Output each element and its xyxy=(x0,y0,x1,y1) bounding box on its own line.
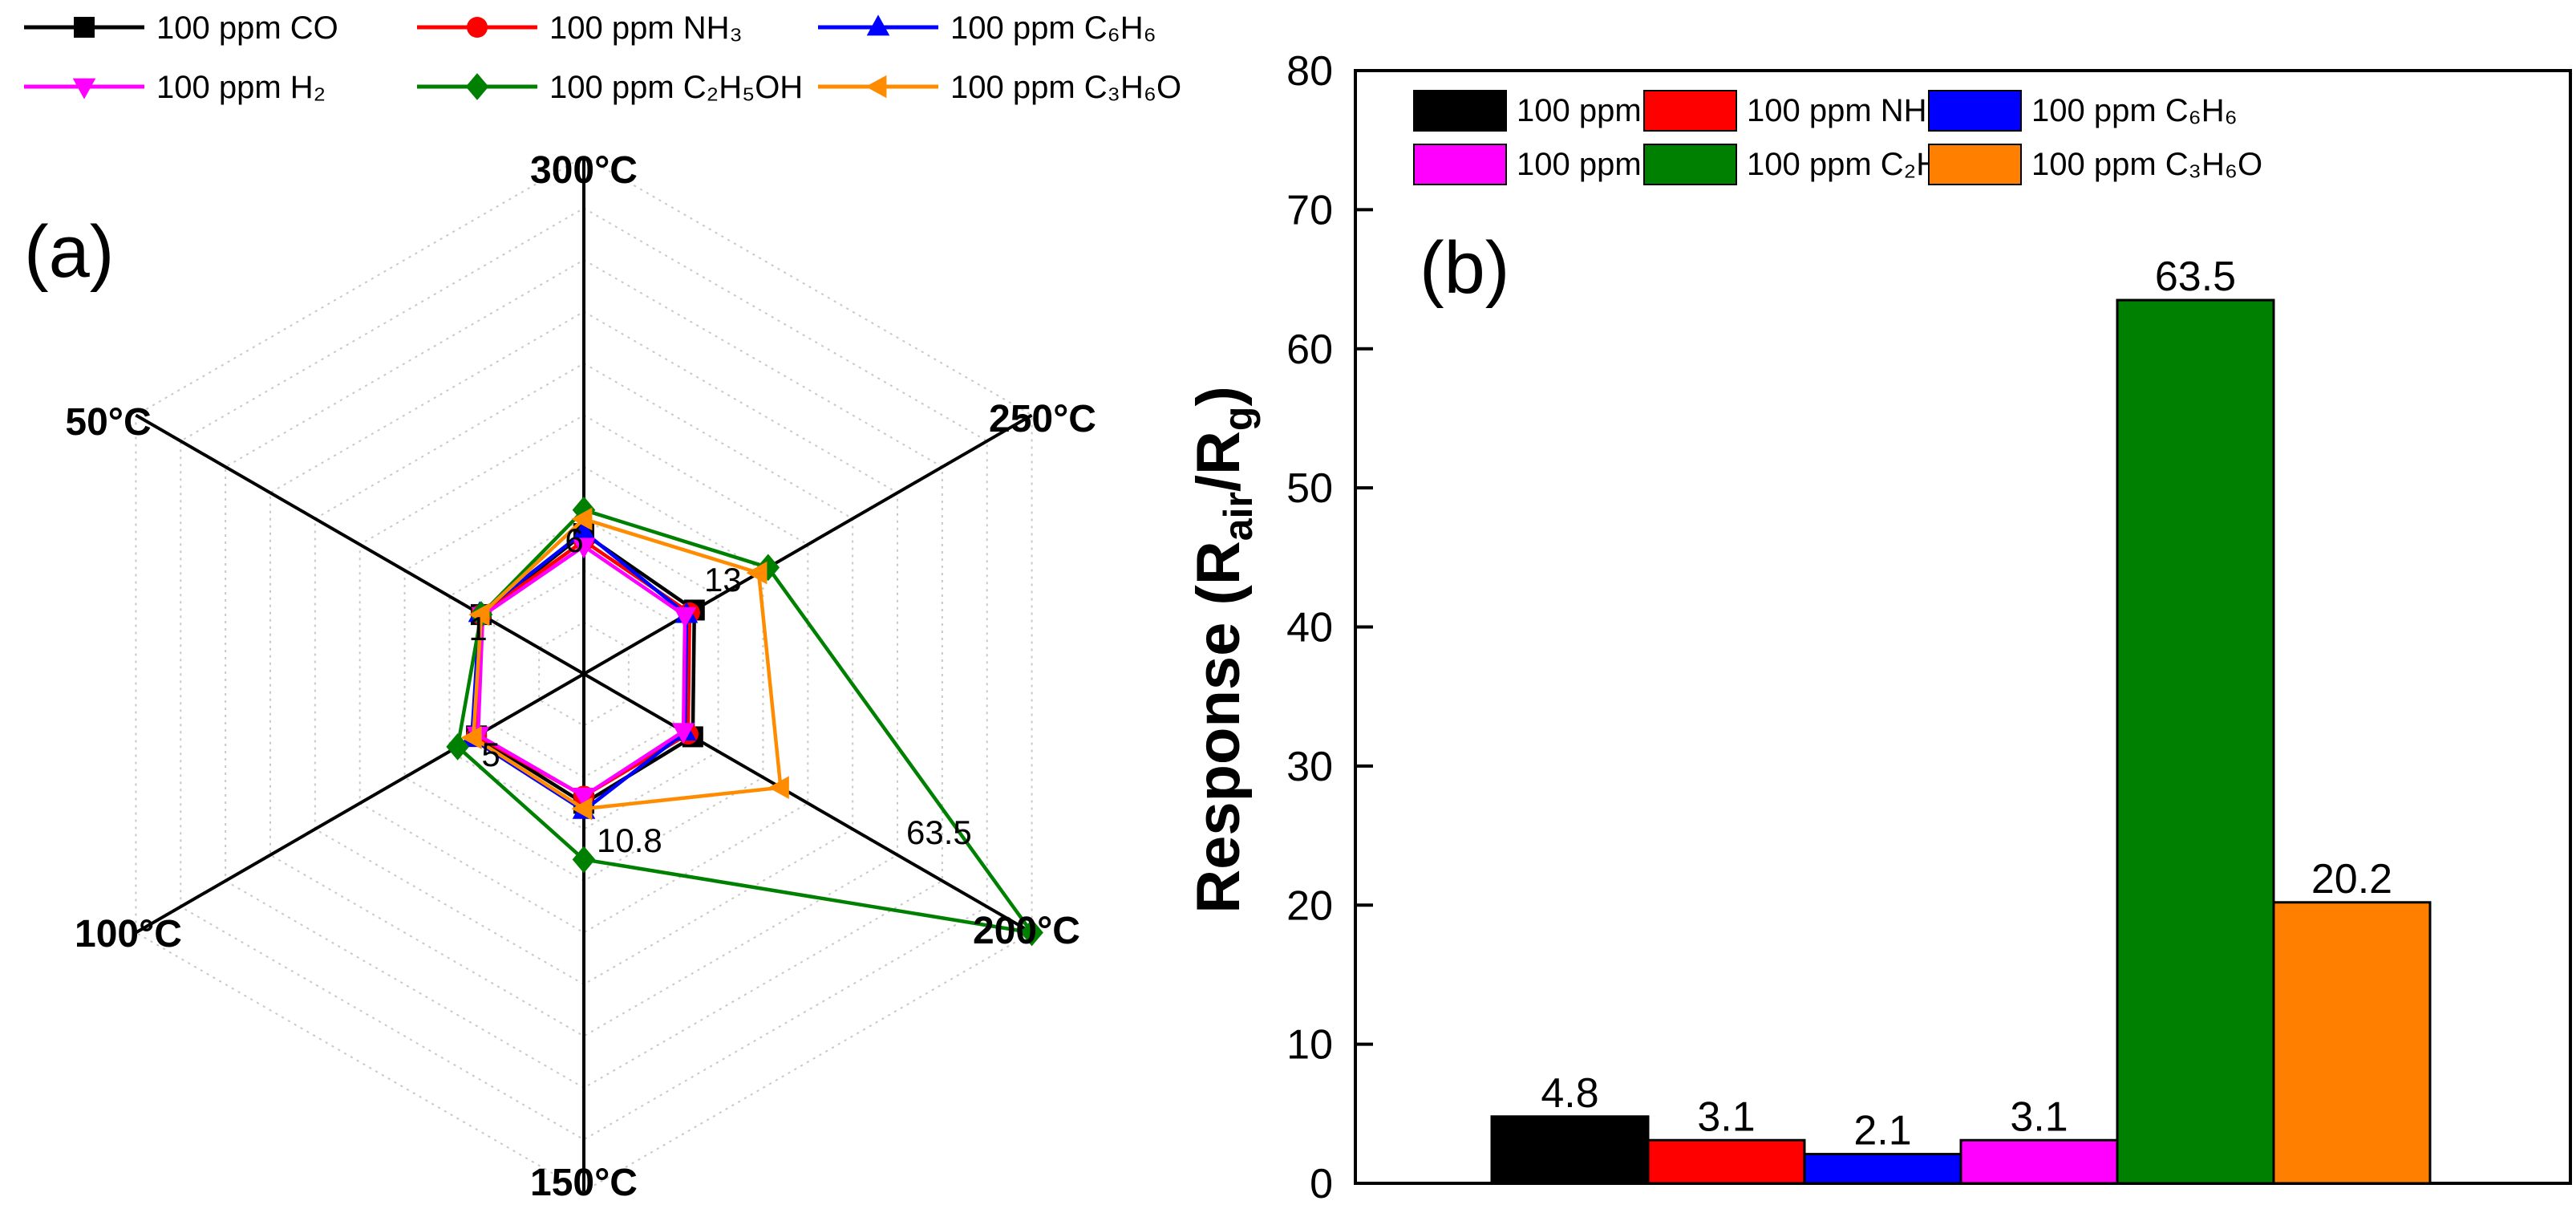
radar-panel: (a) 100 ppm CO 100 ppm NH₃ 100 ppm C₆H₆100… xyxy=(24,10,1181,1204)
radar-legend-marker xyxy=(866,14,890,36)
radar-legend-label: 100 ppm NH₃ xyxy=(549,10,743,46)
radar-value-label: 5 xyxy=(481,736,500,773)
bar-legend-label: 100 ppm C₃H₆O xyxy=(2031,147,2262,182)
bar-legend-swatch xyxy=(1413,90,1507,132)
y-tick-label: 20 xyxy=(1286,882,1333,929)
bar-100-ppm-c-h xyxy=(1803,1153,1962,1185)
radar-axis-label: 300°C xyxy=(530,149,638,192)
bar-value-label: 2.1 xyxy=(1853,1108,1911,1154)
radar-series xyxy=(446,496,1043,947)
radar-point xyxy=(1020,919,1043,947)
radar-legend: 100 ppm CO 100 ppm NH₃ 100 ppm C₆H₆ 100 ppm… xyxy=(24,10,1181,105)
radar-axis-label: 50°C xyxy=(65,401,151,444)
radar-value-label: 6 xyxy=(565,521,583,559)
radar-axis-label: 200°C xyxy=(973,910,1080,952)
radar-legend-label: 100 ppm C₆H₆ xyxy=(950,10,1156,46)
radar-legend-label: 100 ppm H₂ xyxy=(156,70,326,105)
radar-axis-label: 250°C xyxy=(989,398,1096,440)
radar-point xyxy=(460,726,482,749)
radar-point xyxy=(673,606,697,628)
radar-point xyxy=(572,787,596,809)
y-tick-label: 50 xyxy=(1286,465,1333,512)
radar-value-labels: 6 13 63.5 10.8 5 1 xyxy=(468,521,971,859)
radar-legend-marker xyxy=(465,73,489,100)
bar-legend-swatch xyxy=(1643,144,1737,185)
radar-panel-label: (a) xyxy=(24,211,114,293)
radar-axis-line xyxy=(135,672,585,935)
radar-point xyxy=(572,538,596,559)
radar-point xyxy=(572,846,596,874)
radar-axes xyxy=(135,156,1033,1191)
bar-series: 4.8 3.1 2.1 3.1 63.5 20.2 xyxy=(1490,254,2432,1185)
y-tick-label: 10 xyxy=(1286,1022,1333,1069)
bar-legend-swatch xyxy=(1643,90,1737,132)
radar-value-label: 10.8 xyxy=(597,821,662,859)
bar-100-ppm-h xyxy=(1959,1138,2119,1185)
radar-axis-labels: 300°C 250°C 200°C 150°C 100°C 50°C xyxy=(65,149,1096,1204)
radar-value-label: 63.5 xyxy=(906,813,972,851)
bar-panel: 0 10 20 30 40 50 60 70 80 4.8 3.1 2.1 3.1 63.5 20.2 1… xyxy=(1185,48,2572,1207)
bar-value-label: 20.2 xyxy=(2311,856,2392,903)
y-axis-title: Response (Rair/Rg) xyxy=(1185,386,1261,914)
bar-legend-item: 100 ppm C₃H₆O xyxy=(1928,144,2262,185)
radar-legend-item: 100 ppm NH₃ xyxy=(417,10,743,46)
bar-100-ppm-c-h-o xyxy=(2272,901,2432,1185)
radar-legend-label: 100 ppm CO xyxy=(156,10,338,46)
bar-legend-swatch xyxy=(1928,90,2022,132)
radar-legend-label: 100 ppm C₂H₅OH xyxy=(549,70,803,105)
bar-legend-swatch xyxy=(1413,144,1507,185)
bar-100-ppm-nh xyxy=(1646,1138,1806,1185)
radar-point xyxy=(572,519,596,541)
radar-legend-marker xyxy=(72,78,96,99)
bar-value-label: 3.1 xyxy=(1697,1093,1755,1140)
radar-axis-line xyxy=(135,413,585,675)
bar-legend-label: 100 ppm C₆H₆ xyxy=(2031,93,2238,128)
y-tick-label: 70 xyxy=(1286,187,1333,233)
radar-point xyxy=(746,561,768,585)
y-tick-label: 0 xyxy=(1310,1161,1333,1207)
radar-point xyxy=(571,507,593,531)
y-tick-label: 40 xyxy=(1286,605,1333,651)
radar-legend-marker xyxy=(74,17,95,38)
radar-point xyxy=(671,723,695,744)
bar-legend-label: 100 ppm NH₃ xyxy=(1747,93,1940,128)
radar-point xyxy=(768,776,789,799)
radar-legend-item: 100 ppm CO xyxy=(24,10,338,46)
bar-100-ppm-c-h-oh xyxy=(2116,298,2275,1185)
bar-legend-swatch xyxy=(1928,144,2022,185)
radar-legend-marker xyxy=(865,75,887,99)
bar-value-label: 3.1 xyxy=(2010,1093,2068,1140)
radar-legend-label: 100 ppm C₃H₆O xyxy=(950,70,1181,105)
radar-legend-item: 100 ppm C₂H₅OH xyxy=(417,70,803,105)
radar-legend-marker xyxy=(467,17,488,38)
radar-point xyxy=(446,732,469,761)
y-tick-label: 80 xyxy=(1286,48,1333,95)
radar-axis-label: 150°C xyxy=(530,1162,638,1204)
radar-point xyxy=(468,602,490,627)
radar-series-100-ppm-c-h xyxy=(460,519,699,819)
radar-axis-line xyxy=(583,672,1033,935)
bar-legend-item: 100 ppm NH₃ xyxy=(1643,90,1940,132)
bar-y-axis: 0 10 20 30 40 50 60 70 80 xyxy=(1286,48,2572,1207)
radar-axis-line xyxy=(583,413,1033,675)
y-tick-label: 30 xyxy=(1286,744,1333,790)
radar-series-100-ppm-c-h-o xyxy=(460,507,789,821)
bar-100-ppm-co xyxy=(1490,1115,1650,1185)
radar-value-label: 1 xyxy=(468,610,487,647)
radar-legend-item: 100 ppm H₂ xyxy=(24,70,326,105)
radar-point xyxy=(571,797,593,821)
radar-value-label: 13 xyxy=(704,561,742,598)
radar-axis-label: 100°C xyxy=(75,913,182,955)
radar-legend-item: 100 ppm C₆H₆ xyxy=(818,10,1156,46)
radar-point xyxy=(572,496,596,524)
bar-legend-item: 100 ppm C₆H₆ xyxy=(1928,90,2238,132)
bar-value-label: 63.5 xyxy=(2155,254,2236,300)
bar-value-label: 4.8 xyxy=(1541,1070,1598,1117)
bar-panel-label: (b) xyxy=(1420,227,1509,309)
radar-legend-item: 100 ppm C₃H₆O xyxy=(818,70,1181,105)
y-tick-label: 60 xyxy=(1286,327,1333,373)
